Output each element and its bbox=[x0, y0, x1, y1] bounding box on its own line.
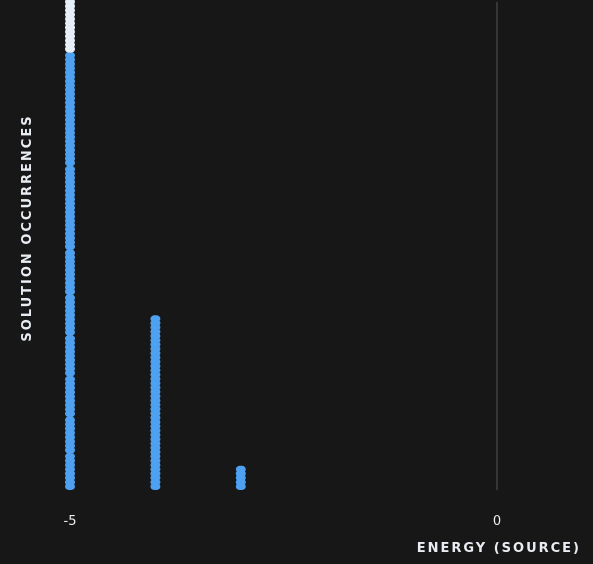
solution-point bbox=[65, 294, 75, 302]
y-axis-label: SOLUTION OCCURRENCES bbox=[20, 114, 35, 341]
x-tick-label: -5 bbox=[64, 514, 77, 529]
solution-point bbox=[66, 0, 74, 1]
solution-point bbox=[65, 51, 75, 59]
data-points bbox=[65, 0, 246, 490]
x-axis-ticks: -5 0 bbox=[64, 514, 502, 529]
solution-point bbox=[65, 452, 75, 460]
solution-point bbox=[65, 249, 75, 257]
solution-point bbox=[65, 375, 75, 383]
solution-point bbox=[235, 465, 246, 473]
solution-point bbox=[65, 335, 75, 343]
x-axis-label: ENERGY (SOURCE) bbox=[417, 541, 581, 556]
gridlines bbox=[69, 2, 498, 490]
solution-point bbox=[150, 315, 161, 323]
solution-point bbox=[65, 0, 75, 6]
x-tick-label: 0 bbox=[493, 514, 501, 529]
solution-point bbox=[65, 416, 75, 424]
solution-point bbox=[65, 165, 75, 173]
